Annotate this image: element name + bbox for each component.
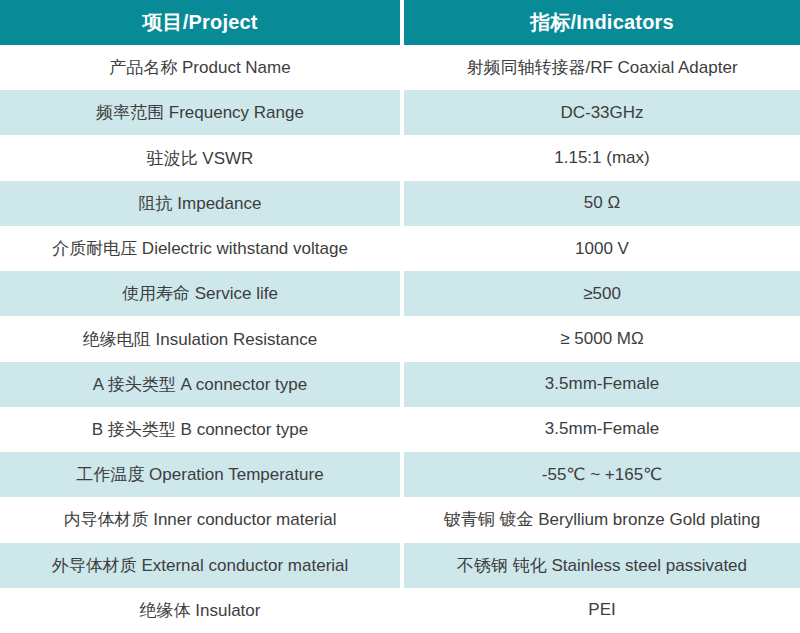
project-cell: 产品名称 Product Name [0, 45, 400, 90]
project-cell: A 接头类型 A connector type [0, 362, 400, 407]
project-cell: 阻抗 Impedance [0, 181, 400, 226]
table-row-dielectric-voltage: 介质耐电压 Dielectric withstand voltage 1000 … [0, 226, 800, 271]
project-cell: 工作温度 Operation Temperature [0, 452, 400, 497]
table-row-a-connector-type: A 接头类型 A connector type 3.5mm-Female [0, 362, 800, 407]
project-cell: 使用寿命 Service life [0, 271, 400, 316]
table-row-product-name: 产品名称 Product Name 射频同轴转接器/RF Coaxial Ada… [0, 45, 800, 90]
indicator-cell: ≥ 5000 MΩ [400, 316, 800, 361]
table-row-operation-temperature: 工作温度 Operation Temperature -55℃ ~ +165℃ [0, 452, 800, 497]
table-row-insulation-resistance: 绝缘电阻 Insulation Resistance ≥ 5000 MΩ [0, 316, 800, 361]
indicator-cell: 3.5mm-Female [400, 407, 800, 452]
table-row-external-conductor: 外导体材质 External conductor material 不锈钢 钝化… [0, 543, 800, 588]
indicator-cell: 铍青铜 镀金 Beryllium bronze Gold plating [400, 497, 800, 542]
indicator-cell: DC-33GHz [400, 90, 800, 135]
project-cell: 频率范围 Frequency Range [0, 90, 400, 135]
table-row-service-life: 使用寿命 Service life ≥500 [0, 271, 800, 316]
project-cell: 绝缘电阻 Insulation Resistance [0, 316, 400, 361]
project-cell: 介质耐电压 Dielectric withstand voltage [0, 226, 400, 271]
header-cell-project: 项目/Project [0, 0, 400, 45]
header-cell-indicators: 指标/Indicators [400, 0, 800, 45]
project-cell: 驻波比 VSWR [0, 135, 400, 180]
spec-table: 项目/Project 指标/Indicators 产品名称 Product Na… [0, 0, 800, 633]
project-cell: 绝缘体 Insulator [0, 588, 400, 633]
table-header-row: 项目/Project 指标/Indicators [0, 0, 800, 45]
project-cell: 内导体材质 Inner conductor material [0, 497, 400, 542]
indicator-cell: -55℃ ~ +165℃ [400, 452, 800, 497]
table-row-vswr: 驻波比 VSWR 1.15:1 (max) [0, 135, 800, 180]
indicator-cell: 射频同轴转接器/RF Coaxial Adapter [400, 45, 800, 90]
indicator-cell: 50 Ω [400, 181, 800, 226]
project-cell: 外导体材质 External conductor material [0, 543, 400, 588]
indicator-cell: 不锈钢 钝化 Stainless steel passivated [400, 543, 800, 588]
table-row-impedance: 阻抗 Impedance 50 Ω [0, 181, 800, 226]
project-cell: B 接头类型 B connector type [0, 407, 400, 452]
table-row-b-connector-type: B 接头类型 B connector type 3.5mm-Female [0, 407, 800, 452]
indicator-cell: PEI [400, 588, 800, 633]
indicator-cell: 3.5mm-Female [400, 362, 800, 407]
table-row-frequency-range: 频率范围 Frequency Range DC-33GHz [0, 90, 800, 135]
indicator-cell: ≥500 [400, 271, 800, 316]
table-row-inner-conductor: 内导体材质 Inner conductor material 铍青铜 镀金 Be… [0, 497, 800, 542]
indicator-cell: 1.15:1 (max) [400, 135, 800, 180]
indicator-cell: 1000 V [400, 226, 800, 271]
table-row-insulator: 绝缘体 Insulator PEI [0, 588, 800, 633]
